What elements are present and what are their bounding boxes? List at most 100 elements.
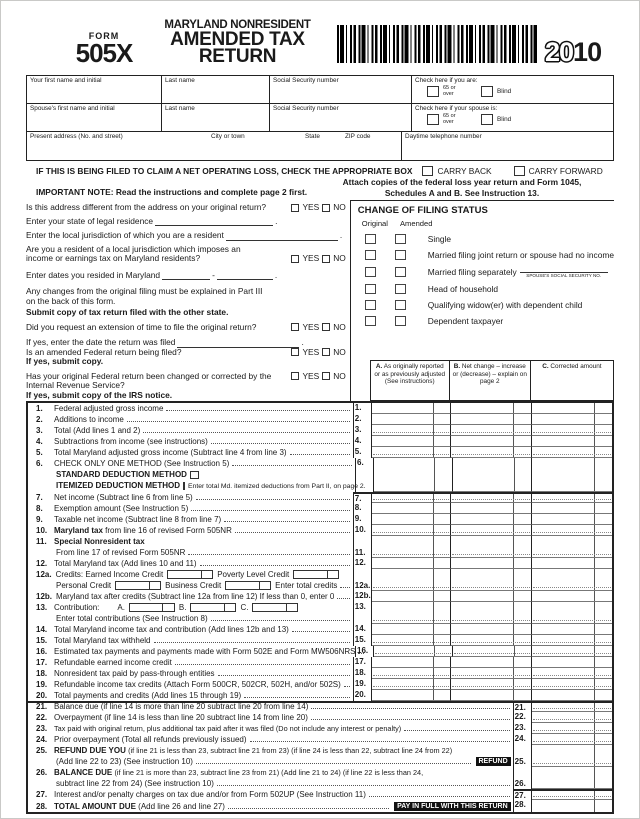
contribution-b-box[interactable] bbox=[190, 603, 237, 612]
blind-checkbox[interactable] bbox=[481, 86, 493, 98]
amount-cell-a[interactable] bbox=[371, 569, 452, 591]
amount-cell-b[interactable] bbox=[451, 690, 532, 701]
amount-cell-b[interactable] bbox=[451, 514, 532, 525]
amount-cell-a[interactable] bbox=[371, 635, 452, 646]
first-name-field[interactable]: Your first name and initial bbox=[27, 76, 162, 103]
amount-cell-a[interactable] bbox=[371, 447, 452, 458]
amount-cell-c[interactable] bbox=[531, 569, 612, 591]
original-checkbox[interactable] bbox=[364, 234, 376, 244]
amount-cell-a[interactable] bbox=[373, 458, 453, 492]
blank-line[interactable] bbox=[225, 233, 338, 241]
amount-cell-c[interactable] bbox=[531, 679, 612, 690]
amount-cell-b[interactable] bbox=[451, 403, 532, 414]
amount-cell-c[interactable] bbox=[531, 403, 612, 414]
contribution-c-box[interactable] bbox=[252, 603, 299, 612]
yes-checkbox[interactable] bbox=[291, 254, 300, 263]
amount-cell-c[interactable] bbox=[531, 668, 612, 679]
amount-cell-b[interactable] bbox=[451, 624, 532, 635]
spouse-ssn-field[interactable]: Social Security number bbox=[270, 104, 412, 131]
amount-cell-b[interactable] bbox=[451, 602, 532, 624]
amount-cell-b[interactable] bbox=[451, 414, 532, 425]
contribution-a-box[interactable] bbox=[128, 603, 175, 612]
no-checkbox[interactable] bbox=[322, 323, 331, 332]
phone-field[interactable]: Daytime telephone number bbox=[405, 133, 482, 140]
amount-cell-b[interactable] bbox=[451, 558, 532, 569]
original-checkbox[interactable] bbox=[364, 250, 376, 260]
amount-cell[interactable] bbox=[531, 703, 612, 712]
original-checkbox[interactable] bbox=[364, 316, 376, 326]
no-checkbox[interactable] bbox=[322, 348, 331, 357]
itemized-deduction-checkbox[interactable] bbox=[183, 482, 185, 490]
spouse-first-name-field[interactable]: Spouse's first name and initial bbox=[27, 104, 162, 131]
amount-cell-b[interactable] bbox=[451, 492, 532, 503]
amount-cell-a[interactable] bbox=[371, 514, 452, 525]
spouse-ssn-blank[interactable]: SPOUSE'S SOCIAL SECURITY NO. bbox=[519, 266, 608, 278]
carry-forward-checkbox[interactable] bbox=[513, 166, 525, 176]
personal-credit-box[interactable] bbox=[115, 581, 162, 590]
amount-cell-a[interactable] bbox=[371, 503, 452, 514]
original-checkbox[interactable] bbox=[364, 300, 376, 310]
amount-cell-b[interactable] bbox=[452, 646, 533, 657]
amended-checkbox[interactable] bbox=[394, 234, 406, 244]
original-checkbox[interactable] bbox=[364, 284, 376, 294]
business-credit-box[interactable] bbox=[225, 581, 272, 590]
amount-cell-a[interactable] bbox=[371, 403, 452, 414]
amount-cell-a[interactable] bbox=[371, 602, 452, 624]
blank-line[interactable] bbox=[216, 272, 273, 280]
amount-cell-c[interactable] bbox=[531, 591, 612, 602]
carry-back-checkbox[interactable] bbox=[422, 166, 434, 176]
amount-cell[interactable] bbox=[531, 712, 612, 723]
yes-checkbox[interactable] bbox=[291, 203, 300, 212]
amount-cell-c[interactable] bbox=[531, 436, 612, 447]
amount-cell-b[interactable] bbox=[451, 447, 532, 458]
last-name-field[interactable]: Last name bbox=[162, 76, 270, 103]
amount-cell-c[interactable] bbox=[531, 602, 612, 624]
age65-checkbox[interactable] bbox=[427, 86, 439, 98]
amount-cell-a[interactable] bbox=[373, 646, 453, 657]
amended-checkbox[interactable] bbox=[394, 300, 406, 310]
amount-cell-b[interactable] bbox=[451, 569, 532, 591]
amended-checkbox[interactable] bbox=[394, 284, 406, 294]
amount-cell-a[interactable] bbox=[371, 536, 452, 558]
amount-cell-c[interactable] bbox=[531, 514, 612, 525]
standard-deduction-checkbox[interactable] bbox=[189, 470, 199, 479]
amount-cell-b[interactable] bbox=[451, 536, 532, 558]
amount-cell-b[interactable] bbox=[451, 436, 532, 447]
amount-cell-b[interactable] bbox=[451, 503, 532, 514]
amount-cell-a[interactable] bbox=[371, 690, 452, 701]
no-checkbox[interactable] bbox=[322, 203, 331, 212]
amended-checkbox[interactable] bbox=[394, 267, 406, 277]
blank-line[interactable] bbox=[177, 340, 300, 348]
amount-cell-a[interactable] bbox=[371, 679, 452, 690]
amount-cell-a[interactable] bbox=[371, 591, 452, 602]
amount-cell-c[interactable] bbox=[532, 646, 612, 657]
spouse-blind-checkbox[interactable] bbox=[481, 114, 493, 126]
poverty-level-credit-box[interactable] bbox=[293, 570, 340, 579]
amount-cell-a[interactable] bbox=[371, 558, 452, 569]
amount-cell-b[interactable] bbox=[451, 591, 532, 602]
amount-cell-a[interactable] bbox=[371, 436, 452, 447]
earned-income-credit-box[interactable] bbox=[167, 570, 214, 579]
original-checkbox[interactable] bbox=[364, 267, 376, 277]
ssn-field[interactable]: Social Security number bbox=[270, 76, 412, 103]
no-checkbox[interactable] bbox=[322, 372, 331, 381]
amount-cell-b[interactable] bbox=[451, 525, 532, 536]
blank-line[interactable] bbox=[162, 272, 211, 280]
amount-cell-c[interactable] bbox=[532, 458, 612, 492]
amount-cell-c[interactable] bbox=[531, 414, 612, 425]
amount-cell-c[interactable] bbox=[531, 635, 612, 646]
amount-cell-c[interactable] bbox=[531, 525, 612, 536]
yes-checkbox[interactable] bbox=[291, 323, 300, 332]
amount-cell[interactable] bbox=[531, 745, 612, 767]
address-field[interactable]: Present address (No. and street) City or… bbox=[27, 132, 402, 160]
amount-cell-c[interactable] bbox=[531, 657, 612, 668]
amount-cell-b[interactable] bbox=[451, 679, 532, 690]
amount-cell[interactable] bbox=[531, 789, 612, 800]
amount-cell-a[interactable] bbox=[371, 425, 452, 436]
amount-cell[interactable] bbox=[531, 723, 612, 734]
amount-cell[interactable] bbox=[532, 800, 612, 812]
spouse-age65-checkbox[interactable] bbox=[427, 114, 439, 126]
amount-cell-a[interactable] bbox=[371, 525, 452, 536]
amount-cell[interactable] bbox=[531, 734, 612, 745]
amount-cell-a[interactable] bbox=[371, 624, 452, 635]
